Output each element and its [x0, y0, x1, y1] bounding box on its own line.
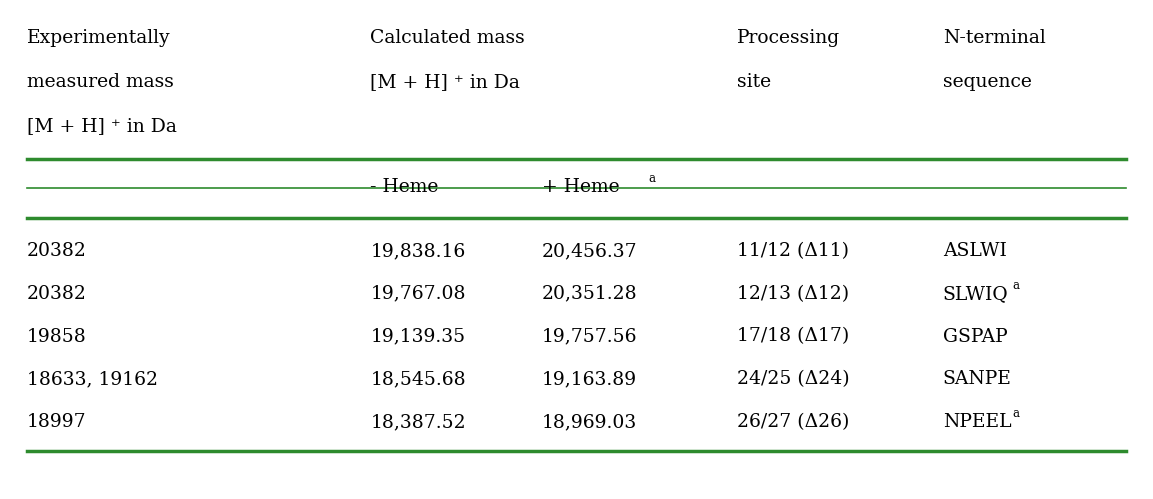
Text: Calculated mass: Calculated mass — [370, 29, 526, 47]
Text: 18,387.52: 18,387.52 — [370, 413, 466, 431]
Text: 17/18 (Δ17): 17/18 (Δ17) — [737, 327, 849, 345]
Text: 19,767.08: 19,767.08 — [370, 285, 466, 303]
Text: [M + H] ⁺ in Da: [M + H] ⁺ in Da — [27, 117, 176, 135]
Text: a: a — [1012, 279, 1019, 292]
Text: 12/13 (Δ12): 12/13 (Δ12) — [737, 285, 849, 303]
Text: a: a — [649, 173, 656, 186]
Text: 19,757.56: 19,757.56 — [542, 327, 638, 345]
Text: 11/12 (Δ11): 11/12 (Δ11) — [737, 242, 849, 260]
Text: 19,139.35: 19,139.35 — [370, 327, 466, 345]
Text: a: a — [1012, 407, 1019, 420]
Text: Processing: Processing — [737, 29, 839, 47]
Text: [M + H] ⁺ in Da: [M + H] ⁺ in Da — [370, 73, 520, 91]
Text: N-terminal: N-terminal — [943, 29, 1046, 47]
Text: 20,351.28: 20,351.28 — [542, 285, 638, 303]
Text: 18,545.68: 18,545.68 — [370, 370, 466, 388]
Text: 19858: 19858 — [27, 327, 86, 345]
Text: sequence: sequence — [943, 73, 1032, 91]
Text: NPEEL: NPEEL — [943, 413, 1011, 431]
Text: 18997: 18997 — [27, 413, 86, 431]
Text: GSPAP: GSPAP — [943, 327, 1008, 345]
Text: site: site — [737, 73, 771, 91]
Text: ASLWI: ASLWI — [943, 242, 1007, 260]
Text: 20382: 20382 — [27, 285, 86, 303]
Text: 26/27 (Δ26): 26/27 (Δ26) — [737, 413, 849, 431]
Text: + Heme: + Heme — [542, 178, 620, 196]
Text: 20,456.37: 20,456.37 — [542, 242, 638, 260]
Text: Experimentally: Experimentally — [27, 29, 171, 47]
Text: SLWIQ: SLWIQ — [943, 285, 1009, 303]
Text: measured mass: measured mass — [27, 73, 174, 91]
Text: 19,163.89: 19,163.89 — [542, 370, 638, 388]
Text: 18633, 19162: 18633, 19162 — [27, 370, 158, 388]
Text: 19,838.16: 19,838.16 — [370, 242, 466, 260]
Text: - Heme: - Heme — [370, 178, 439, 196]
Text: SANPE: SANPE — [943, 370, 1011, 388]
Text: 18,969.03: 18,969.03 — [542, 413, 638, 431]
Text: 20382: 20382 — [27, 242, 86, 260]
Text: 24/25 (Δ24): 24/25 (Δ24) — [737, 370, 850, 388]
